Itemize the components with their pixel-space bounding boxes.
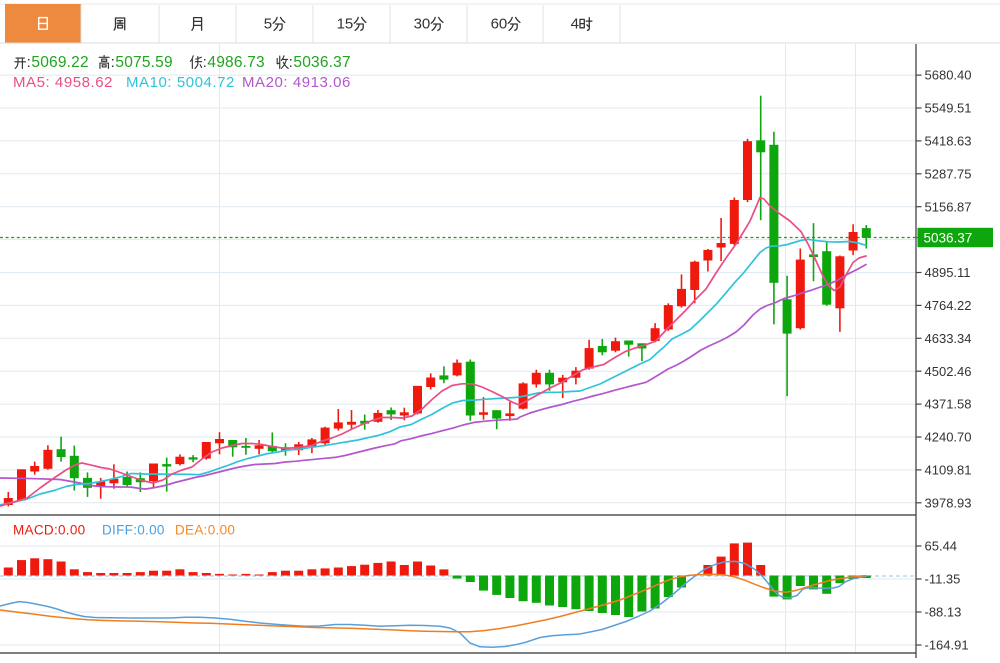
svg-text:4240.70: 4240.70: [925, 430, 972, 445]
svg-text:4764.22: 4764.22: [925, 298, 972, 313]
svg-text:65.44: 65.44: [925, 539, 958, 554]
svg-text:4371.58: 4371.58: [925, 397, 972, 412]
svg-text:30: 30: [414, 16, 431, 33]
svg-text:5549.51: 5549.51: [925, 101, 972, 116]
svg-text:5075.59: 5075.59: [115, 54, 172, 71]
svg-text:DIFF:0.00: DIFF:0.00: [102, 523, 165, 538]
svg-text:4109.81: 4109.81: [925, 463, 972, 478]
svg-text:5036.37: 5036.37: [924, 230, 973, 245]
svg-text:3978.93: 3978.93: [925, 495, 972, 510]
svg-text:5: 5: [264, 16, 272, 33]
svg-text:4633.34: 4633.34: [925, 331, 972, 346]
svg-text:5036.37: 5036.37: [293, 54, 350, 71]
svg-text:4: 4: [571, 16, 579, 33]
svg-text:4502.46: 4502.46: [925, 364, 972, 379]
svg-text::: :: [27, 54, 31, 71]
svg-text::: :: [203, 54, 207, 71]
svg-text:5069.22: 5069.22: [31, 54, 88, 71]
svg-text:5418.63: 5418.63: [925, 134, 972, 149]
svg-text:4986.73: 4986.73: [207, 54, 264, 71]
svg-text:15: 15: [337, 16, 354, 33]
svg-text::: :: [289, 54, 293, 71]
svg-text:-88.13: -88.13: [925, 605, 962, 620]
svg-text:5156.87: 5156.87: [925, 199, 972, 214]
svg-text:MA10: 5004.72: MA10: 5004.72: [126, 74, 235, 91]
svg-text:5680.40: 5680.40: [925, 68, 972, 83]
svg-text:60: 60: [491, 16, 508, 33]
svg-text:-11.35: -11.35: [925, 572, 961, 587]
svg-text:4895.11: 4895.11: [925, 265, 971, 280]
svg-text:DEA:0.00: DEA:0.00: [175, 523, 235, 538]
svg-text:MACD:0.00: MACD:0.00: [13, 523, 85, 538]
svg-text:MA5: 4958.62: MA5: 4958.62: [13, 74, 113, 91]
svg-text:5287.75: 5287.75: [925, 166, 972, 181]
svg-text::: :: [111, 54, 115, 71]
svg-text:MA20: 4913.06: MA20: 4913.06: [242, 74, 351, 91]
svg-text:-164.91: -164.91: [925, 638, 969, 653]
